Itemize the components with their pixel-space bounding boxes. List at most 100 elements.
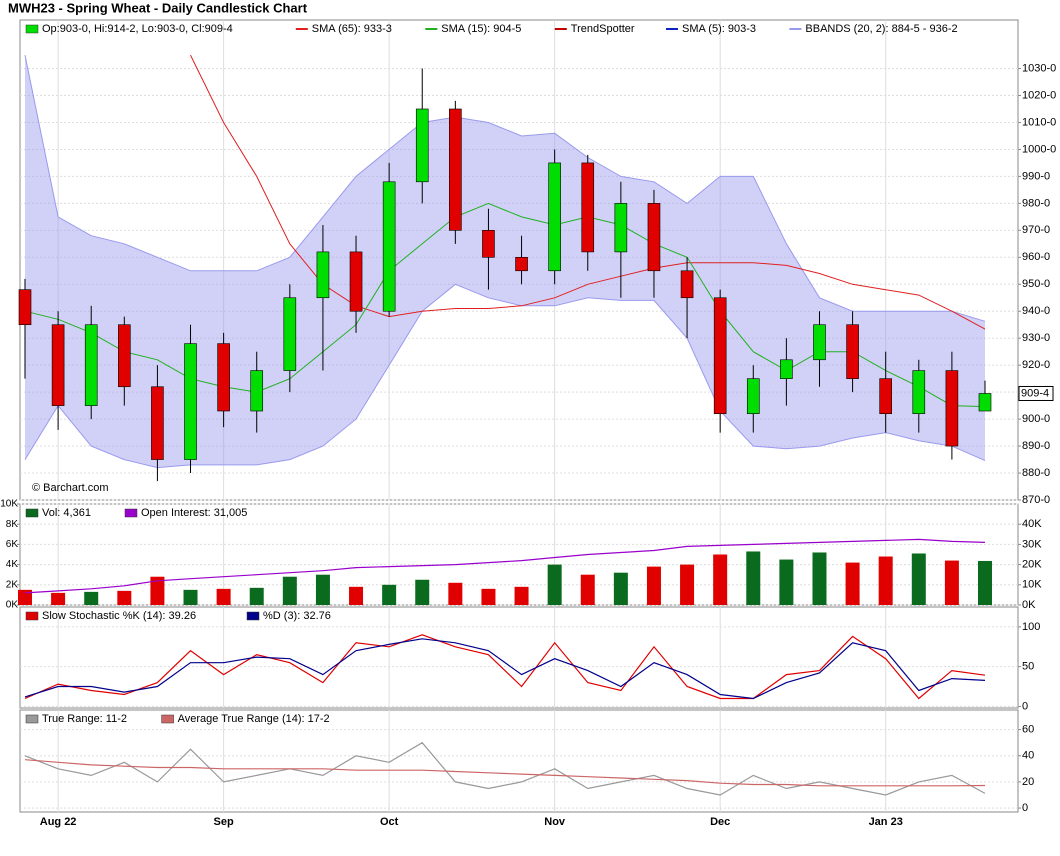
volume-bar (150, 576, 165, 605)
candle-body (217, 343, 230, 412)
y-tick-label: 30K (1022, 538, 1042, 550)
legend-label: Open Interest: 31,005 (141, 507, 247, 519)
y-tick-label: 930-0 (1022, 332, 1050, 344)
candle-body (879, 378, 892, 415)
y-tick-label: 960-0 (1022, 251, 1050, 263)
y-tick-label: 950-0 (1022, 278, 1050, 290)
volume-bar (514, 586, 529, 605)
y-tick-label: 0K (6, 600, 19, 611)
x-tick-label: Jan 23 (869, 816, 903, 828)
volume-bar (978, 560, 992, 605)
bollinger-upper (24, 54, 986, 322)
candle-body (415, 108, 429, 183)
candle-body (713, 297, 727, 415)
y-tick-label: 10K (1022, 579, 1042, 591)
candle-body (813, 324, 826, 361)
candle-body (250, 370, 264, 412)
candle-body (680, 270, 694, 299)
x-tick-label: Dec (710, 816, 730, 828)
y-tick-label: 1010-0 (1022, 116, 1056, 128)
y-tick-label: 20 (1022, 776, 1034, 788)
y-tick-label: 50 (1022, 661, 1034, 673)
panel-frame (19, 709, 1019, 813)
legend-swatch (25, 24, 39, 34)
volume-bar (646, 566, 661, 605)
legend-label: SMA (65): 933-3 (312, 23, 392, 35)
volume-bar (580, 574, 595, 605)
volume-bar (812, 552, 827, 605)
volume-bar (249, 587, 264, 605)
volume-bar (481, 588, 496, 605)
legend-label: Average True Range (14): 17-2 (178, 713, 330, 725)
y-tick-label: 8K (6, 519, 19, 530)
volume-bar (779, 559, 794, 605)
y-tick-label: 40K (1022, 518, 1042, 530)
volume-bar (18, 589, 32, 605)
indicator-line (24, 759, 986, 787)
legend-label: SMA (15): 904-5 (441, 23, 521, 35)
candle-body (780, 359, 793, 379)
volume-bar (349, 586, 364, 605)
y-tick-label: 920-0 (1022, 359, 1050, 371)
volume-bar (680, 564, 695, 605)
candle-body (51, 324, 65, 406)
candle-body (316, 251, 330, 299)
candle-body (18, 289, 32, 326)
last-price-box (1018, 385, 1054, 401)
x-tick-label: Nov (544, 816, 566, 828)
open-interest-line (24, 538, 986, 594)
volume-bar (382, 584, 397, 605)
candle-body (548, 162, 561, 272)
volume-bar (183, 589, 198, 605)
volume-bar (315, 574, 330, 605)
x-tick-label: Sep (214, 816, 234, 828)
bollinger-band (25, 55, 985, 468)
volume-bar (84, 591, 99, 605)
legend-label: Op:903-0, Hi:914-2, Lo:903-0, Cl:909-4 (42, 23, 233, 35)
candle-body (349, 251, 363, 312)
candle-body (84, 324, 98, 406)
y-tick-label: 980-0 (1022, 197, 1050, 209)
volume-bar (613, 572, 628, 605)
candle-body (912, 370, 926, 415)
legend-label: %D (3): 32.76 (263, 610, 331, 622)
y-tick-label: 10K (0, 499, 18, 510)
y-tick-label: 60 (1022, 724, 1034, 736)
volume-bar (117, 590, 132, 605)
volume-bar (415, 579, 430, 605)
candle-body (449, 108, 462, 231)
legend-label: BBANDS (20, 2): 884-5 - 936-2 (805, 23, 957, 35)
indicator-line (24, 741, 986, 796)
candle-body (846, 324, 859, 379)
legend-swatch (25, 714, 39, 724)
y-tick-label: 6K (6, 539, 19, 550)
candle-body (151, 386, 164, 460)
candle-body (482, 230, 495, 258)
candle-body (945, 370, 959, 447)
y-tick-label: 1000-0 (1022, 143, 1056, 155)
volume-bar (944, 560, 959, 605)
candle-body (283, 297, 297, 371)
legend-swatch (124, 508, 138, 518)
indicator-line (24, 638, 986, 700)
volume-bar (216, 588, 231, 605)
chart-title: MWH23 - Spring Wheat - Daily Candlestick… (8, 0, 308, 15)
y-tick-label: 4K (6, 559, 19, 570)
x-tick-label: Aug 22 (40, 816, 77, 828)
candle-body (118, 324, 131, 388)
y-tick-label: 990-0 (1022, 170, 1050, 182)
panel-frame (19, 606, 1019, 709)
y-tick-label: 890-0 (1022, 440, 1050, 452)
volume-bar (845, 562, 860, 605)
volume-bar (878, 556, 893, 605)
volume-bar (547, 564, 562, 605)
volume-bar (282, 576, 297, 605)
last-price-label: 909-4 (1021, 387, 1049, 399)
volume-bar (746, 551, 761, 605)
candle-body (184, 343, 197, 460)
bollinger-lower (24, 283, 986, 469)
y-tick-label: 0 (1022, 802, 1028, 814)
y-tick-label: 870-0 (1022, 494, 1050, 506)
legend-label: Vol: 4,361 (42, 507, 91, 519)
